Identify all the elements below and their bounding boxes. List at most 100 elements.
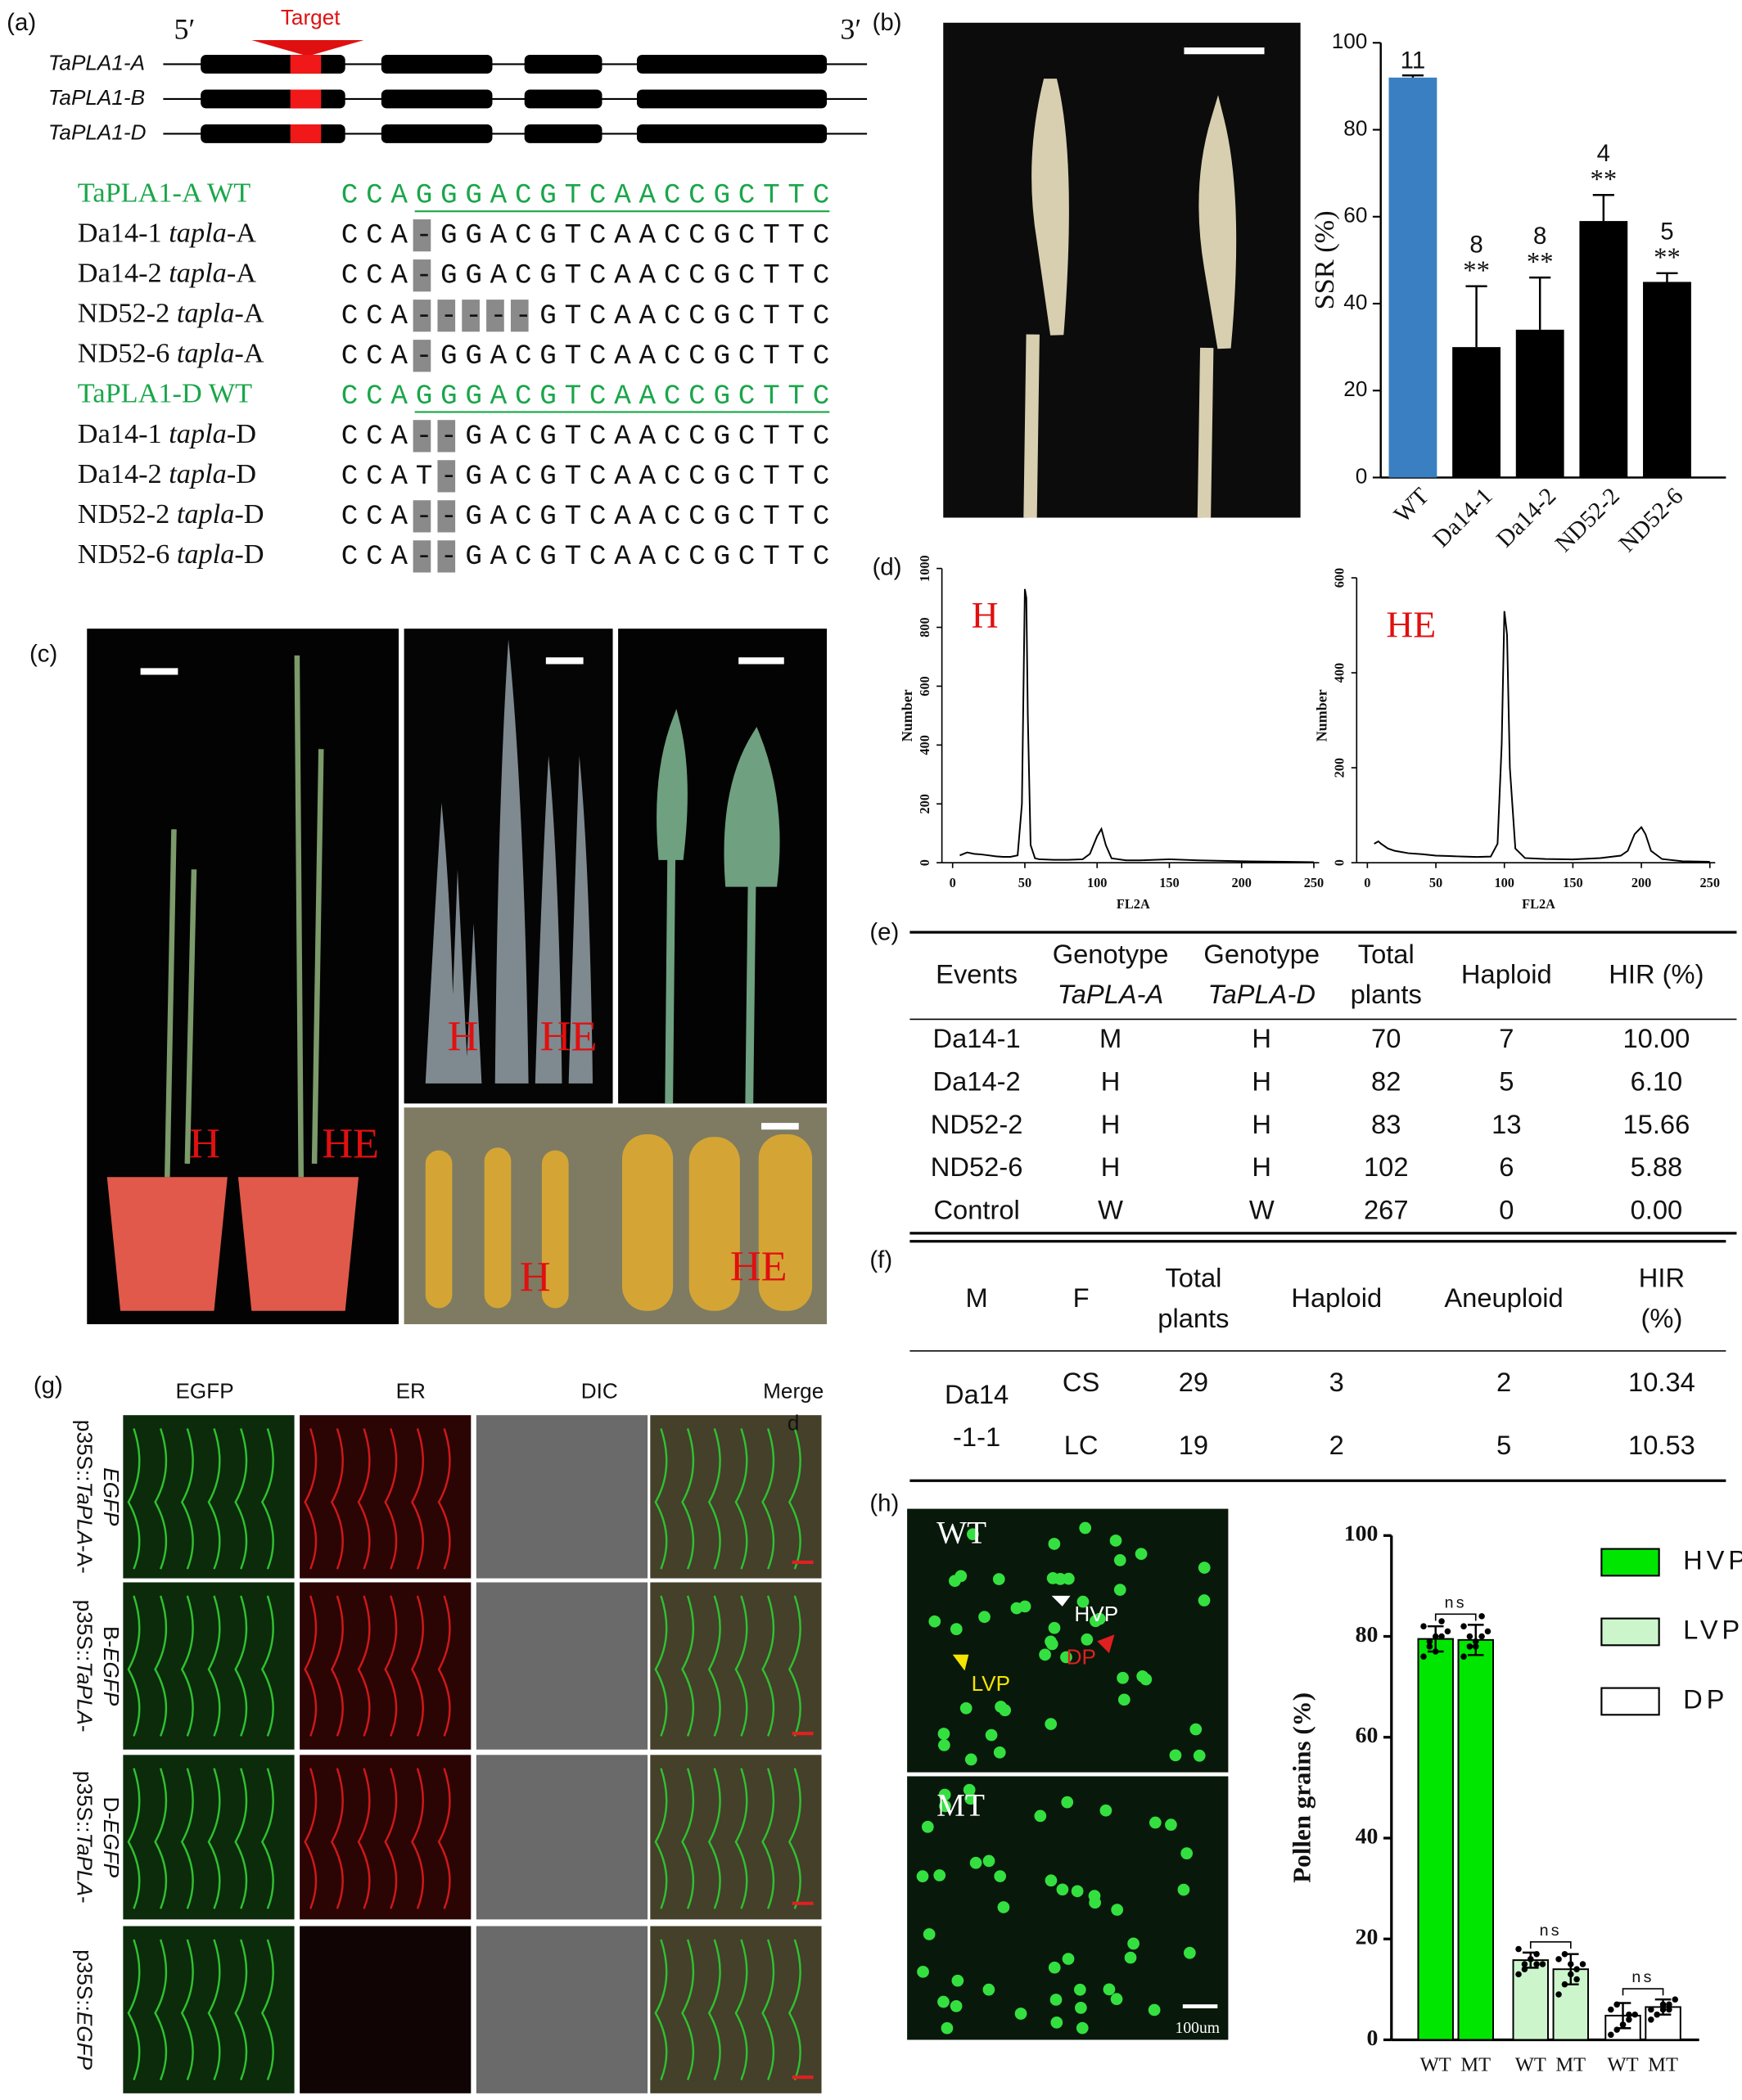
data-point	[1666, 2006, 1672, 2013]
photo-pollen-wt	[907, 1508, 1229, 1773]
table-cell: 6	[1499, 1151, 1514, 1182]
data-point	[1438, 1633, 1445, 1640]
data-point	[1555, 1991, 1562, 1998]
panel-label: (f)	[869, 1246, 892, 1273]
histogram-line	[959, 588, 1314, 863]
data-point	[1672, 1996, 1679, 2003]
cell-outline	[761, 1428, 775, 1570]
column-header: EGFP	[175, 1378, 233, 1403]
x-tick-label: 150	[1159, 875, 1180, 890]
table-cell: H	[1101, 1151, 1121, 1182]
pollen-grain	[1056, 1883, 1069, 1896]
table-cell: Da14	[945, 1379, 1009, 1409]
error-bar	[1427, 1625, 1444, 1653]
pollen-grain	[1110, 1993, 1123, 2005]
comparison-bracket	[1434, 1613, 1477, 1621]
five-prime: 5′	[174, 12, 195, 45]
confocal-image	[123, 1582, 295, 1750]
table-header: Aneuploid	[1444, 1282, 1563, 1313]
table-cell: M	[1099, 1023, 1121, 1053]
sequence-name: ND52-2 tapla-A	[78, 298, 264, 329]
table-cell: 2	[1496, 1367, 1511, 1397]
confocal-image	[300, 1926, 472, 2093]
pollen-grain	[1189, 1723, 1203, 1736]
annotation: HE	[1386, 604, 1436, 646]
data-point	[1648, 2017, 1654, 2023]
table-cell: 3	[1329, 1367, 1344, 1397]
table-cell: H	[1101, 1066, 1121, 1096]
y-tick-label: 80	[1356, 1622, 1379, 1647]
comparison-label: ns	[1445, 1593, 1467, 1611]
cell-outline	[154, 1768, 168, 1909]
table-header: Haploid	[1291, 1282, 1382, 1313]
target-arrow	[251, 40, 364, 56]
y-tick-label: 40	[1356, 1823, 1379, 1849]
bar	[1452, 347, 1501, 478]
pollen-grain	[994, 1870, 1007, 1882]
sequence-name: Da14-2 tapla-D	[78, 458, 256, 489]
table-cell: 10.00	[1623, 1023, 1690, 1053]
gap	[462, 300, 480, 332]
data-point	[1460, 1653, 1467, 1660]
data-point	[1460, 1623, 1467, 1629]
pollen-grain	[1124, 1951, 1137, 1964]
exon	[381, 89, 493, 109]
confocal-image	[650, 1582, 822, 1750]
significance: **	[1527, 247, 1554, 277]
group-label: H	[448, 1013, 479, 1061]
cell-outline	[207, 1768, 221, 1909]
photo-glume-shapes	[425, 639, 593, 1084]
y-tick-label: 800	[917, 617, 932, 637]
confocal-image	[300, 1755, 472, 1920]
x-tick-label: 100	[1494, 875, 1514, 890]
error-bar	[1656, 272, 1678, 282]
cell-outline	[761, 1595, 775, 1737]
pollen-grain	[951, 1974, 964, 1987]
photo-spike-shapes	[657, 709, 780, 1104]
cell-outline	[234, 1428, 248, 1570]
annotation: H	[972, 594, 999, 636]
cell-outline	[207, 1428, 221, 1570]
exon	[201, 124, 345, 143]
legend-label: HVP	[1683, 1545, 1742, 1575]
photo-spikes	[943, 22, 1301, 518]
x-tick-label: WT	[1420, 2054, 1451, 2076]
data-point	[1466, 1633, 1473, 1640]
table-cell: LC	[1064, 1430, 1099, 1460]
error-bar	[1529, 276, 1551, 330]
table-header: Total	[1165, 1263, 1221, 1293]
column-header: d	[788, 1411, 800, 1435]
x-tick-label: 100	[1087, 875, 1108, 890]
y-tick-label: 20	[1343, 376, 1367, 401]
row-label-part: B-	[99, 1626, 124, 1647]
cell-outline	[357, 1428, 371, 1570]
comparison-label: ns	[1540, 1922, 1562, 1940]
cell-outline	[330, 1768, 344, 1909]
pollen-grain	[1034, 1809, 1047, 1823]
confocal-image	[300, 1415, 472, 1579]
group-label: H	[520, 1254, 551, 1301]
pollen-grain	[1148, 2003, 1161, 2017]
x-tick-label: 200	[1231, 875, 1252, 890]
cell-outline	[127, 1768, 141, 1909]
allele-name: tapla	[169, 458, 227, 489]
bar	[1515, 329, 1564, 478]
cell-outline	[330, 1595, 344, 1737]
significance: **	[1654, 243, 1681, 273]
pollen-grain	[1113, 1584, 1126, 1596]
bar	[1579, 221, 1628, 478]
pollen-grain	[950, 1623, 963, 1635]
confocal-image	[650, 1755, 822, 1920]
cell-outline	[154, 1595, 168, 1737]
scale-label: 100um	[1176, 2020, 1220, 2037]
data-point	[1438, 1618, 1445, 1625]
table-cell: W	[1098, 1194, 1123, 1224]
sequence-name: ND52-6 tapla-A	[78, 338, 264, 369]
data-point	[1579, 1961, 1586, 1967]
cell-outline	[654, 1428, 668, 1570]
photo-green-spikes	[618, 629, 828, 1104]
table-cell: 6.10	[1631, 1066, 1683, 1096]
exon	[524, 89, 602, 109]
table-cell: 19	[1179, 1430, 1208, 1460]
x-tick-label: Da14-1	[1428, 483, 1498, 552]
